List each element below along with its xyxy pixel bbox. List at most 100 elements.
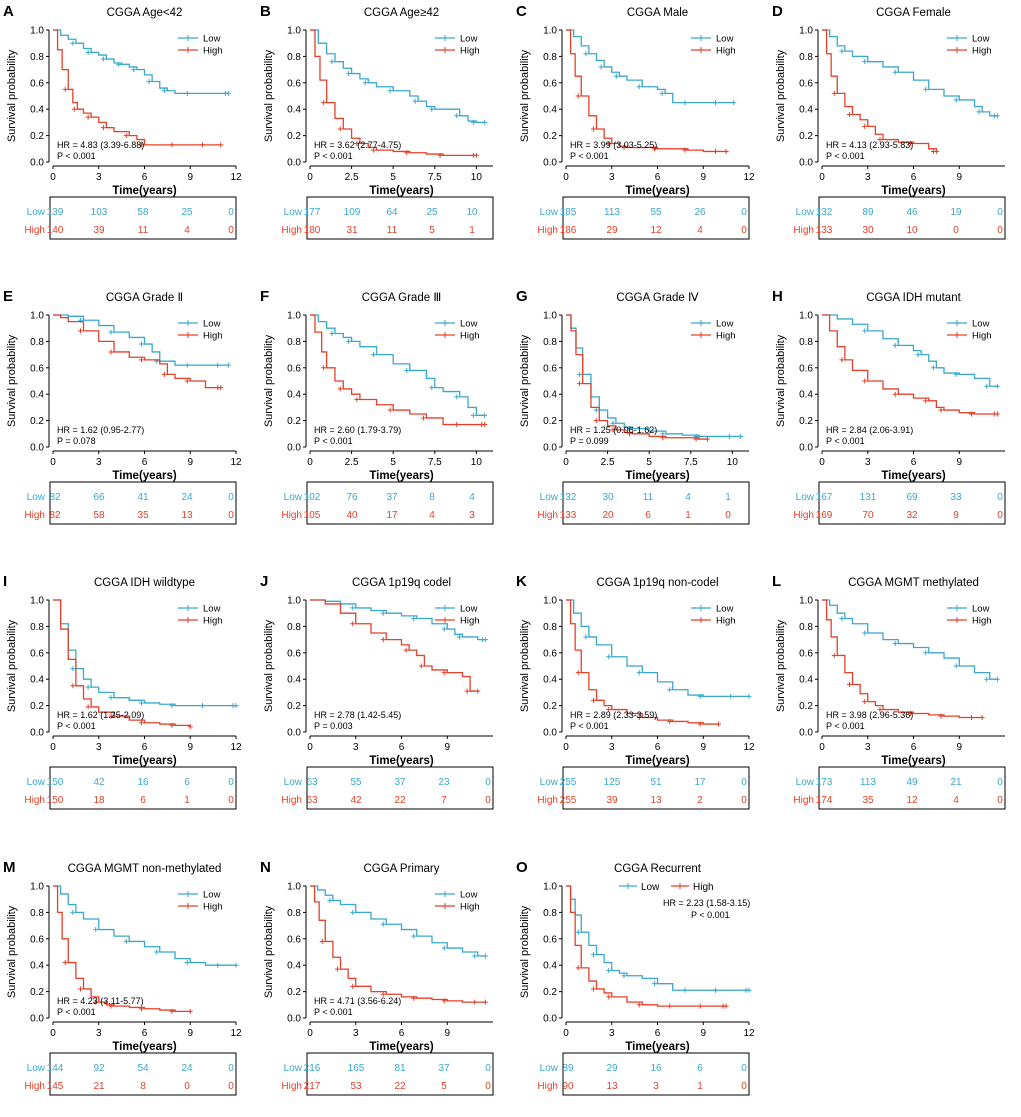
x-tick-label: 9 bbox=[187, 1028, 193, 1039]
censor-mark-high bbox=[862, 378, 868, 384]
censor-mark-high bbox=[169, 1008, 175, 1014]
km-curve-high bbox=[310, 29, 477, 157]
risk-row-label-low: Low bbox=[284, 492, 303, 503]
risk-count-low: 55 bbox=[650, 207, 662, 218]
legend-label-low: Low bbox=[716, 34, 734, 45]
censor-mark-high bbox=[482, 999, 488, 1005]
censor-mark-high bbox=[723, 1003, 729, 1009]
panel-title-n: CGGA Primary bbox=[363, 863, 439, 875]
x-tick-label: 0 bbox=[50, 172, 56, 183]
hr-text-j: HR = 2.78 (1.42-5.45) bbox=[314, 710, 401, 720]
censor-mark-low bbox=[726, 433, 732, 439]
risk-count-high: 0 bbox=[953, 225, 959, 236]
x-tick-label: 2.5 bbox=[345, 457, 359, 468]
censor-mark-low bbox=[659, 90, 665, 96]
y-axis-label-l: Survival probability bbox=[775, 619, 787, 712]
risk-row-label-high: High bbox=[24, 510, 45, 521]
legend-label-low: Low bbox=[716, 319, 734, 330]
censor-mark-high bbox=[938, 407, 944, 413]
km-curve-high bbox=[822, 599, 983, 719]
risk-count-low: 173 bbox=[816, 777, 833, 788]
censor-mark-high bbox=[660, 435, 666, 441]
censor-mark-high bbox=[606, 141, 612, 147]
censor-mark-low bbox=[583, 634, 589, 640]
risk-count-low: 11 bbox=[643, 492, 654, 503]
legend-label-low: Low bbox=[972, 319, 990, 330]
legend-label-low: Low bbox=[972, 34, 990, 45]
censor-mark-high bbox=[969, 411, 974, 417]
risk-count-high: 1 bbox=[469, 225, 475, 236]
censor-mark-high bbox=[652, 146, 657, 152]
risk-row-label-high: High bbox=[24, 1081, 45, 1092]
censor-mark-low bbox=[994, 113, 1000, 119]
censor-mark-low bbox=[108, 695, 114, 701]
x-tick-label: 3 bbox=[96, 172, 102, 183]
x-tick-label: 12 bbox=[230, 742, 242, 753]
risk-count-low: 58 bbox=[137, 207, 149, 218]
panel-l: L CGGA MGMT methylated 0.0 0.2 0.4 0.6 0.8 1.0 0… bbox=[772, 573, 1006, 810]
x-axis-label-c: Time(years) bbox=[625, 185, 690, 197]
risk-count-high: 133 bbox=[816, 225, 833, 236]
y-tick-label: 0.2 bbox=[30, 131, 44, 142]
censor-mark-high bbox=[321, 365, 327, 371]
censor-mark-high bbox=[716, 721, 721, 727]
risk-count-low: 25 bbox=[181, 207, 193, 218]
p-value-f: P < 0.001 bbox=[314, 436, 353, 446]
risk-count-low: 21 bbox=[950, 777, 962, 788]
risk-count-low: 89 bbox=[862, 207, 874, 218]
censor-mark-high bbox=[908, 711, 913, 717]
x-tick-label: 2.5 bbox=[601, 457, 615, 468]
panel-n: N CGGA Primary 0.0 0.2 0.4 0.6 0.8 1.0 0 3 6 9 Survi… bbox=[260, 859, 494, 1096]
risk-count-low: 46 bbox=[906, 207, 918, 218]
censor-mark-high bbox=[482, 422, 488, 428]
x-tick-label: 5 bbox=[646, 457, 652, 468]
censor-mark-low bbox=[346, 338, 352, 344]
censor-mark-high bbox=[85, 704, 91, 710]
km-curve-low bbox=[53, 314, 229, 366]
censor-mark-low bbox=[123, 938, 129, 944]
censor-mark-high bbox=[994, 411, 1000, 417]
x-tick-label: 0 bbox=[50, 457, 56, 468]
censor-mark-low bbox=[636, 670, 642, 676]
censor-mark-low bbox=[994, 676, 1000, 682]
y-tick-label: 0.2 bbox=[287, 131, 301, 142]
panel-title-o: CGGA Recurrent bbox=[614, 863, 702, 875]
censor-mark-high bbox=[606, 994, 612, 1000]
p-value-g: P = 0.099 bbox=[570, 436, 609, 446]
panel-i: I CGGA IDH wildtype 0.0 0.2 0.4 0.6 0.8 1.0 0 3 6 9… bbox=[3, 573, 242, 810]
panel-title-m: CGGA MGMT non-methylated bbox=[68, 863, 222, 875]
legend-label-low: Low bbox=[460, 890, 478, 901]
legend-label-high: High bbox=[203, 902, 223, 913]
risk-count-low: 24 bbox=[181, 1063, 193, 1074]
legend-label-low: Low bbox=[203, 34, 221, 45]
risk-count-low: 139 bbox=[47, 207, 64, 218]
risk-table-j bbox=[306, 766, 494, 810]
censor-mark-low bbox=[387, 88, 393, 94]
km-curve-low bbox=[53, 885, 236, 966]
p-value-h: P < 0.001 bbox=[826, 436, 865, 446]
risk-row-label-high: High bbox=[281, 795, 302, 806]
km-curve-low bbox=[566, 314, 741, 438]
x-tick-label: 0 bbox=[819, 457, 825, 468]
y-tick-label: 0.0 bbox=[287, 443, 301, 454]
risk-count-low: 0 bbox=[228, 1063, 234, 1074]
censor-mark-high bbox=[139, 142, 144, 148]
y-axis-label-o: Survival probability bbox=[519, 905, 531, 998]
risk-count-high: 180 bbox=[304, 225, 321, 236]
p-value-c: P < 0.001 bbox=[570, 151, 609, 161]
censor-mark-high bbox=[411, 995, 417, 1001]
censor-mark-high bbox=[337, 386, 343, 392]
y-axis-label-m: Survival probability bbox=[6, 905, 18, 998]
censor-mark-low bbox=[839, 615, 845, 621]
x-tick-label: 12 bbox=[230, 1028, 242, 1039]
censor-mark-high bbox=[908, 141, 913, 147]
censor-mark-low bbox=[233, 703, 239, 709]
censor-mark-low bbox=[976, 109, 982, 115]
censor-mark-high bbox=[606, 707, 612, 713]
y-tick-label: 0.6 bbox=[30, 934, 44, 945]
censor-mark-low bbox=[606, 967, 612, 973]
y-axis-label-d: Survival probability bbox=[775, 49, 787, 142]
censor-mark-high bbox=[697, 1003, 703, 1009]
x-tick-label: 10 bbox=[727, 457, 739, 468]
y-tick-label: 0.6 bbox=[30, 78, 44, 89]
